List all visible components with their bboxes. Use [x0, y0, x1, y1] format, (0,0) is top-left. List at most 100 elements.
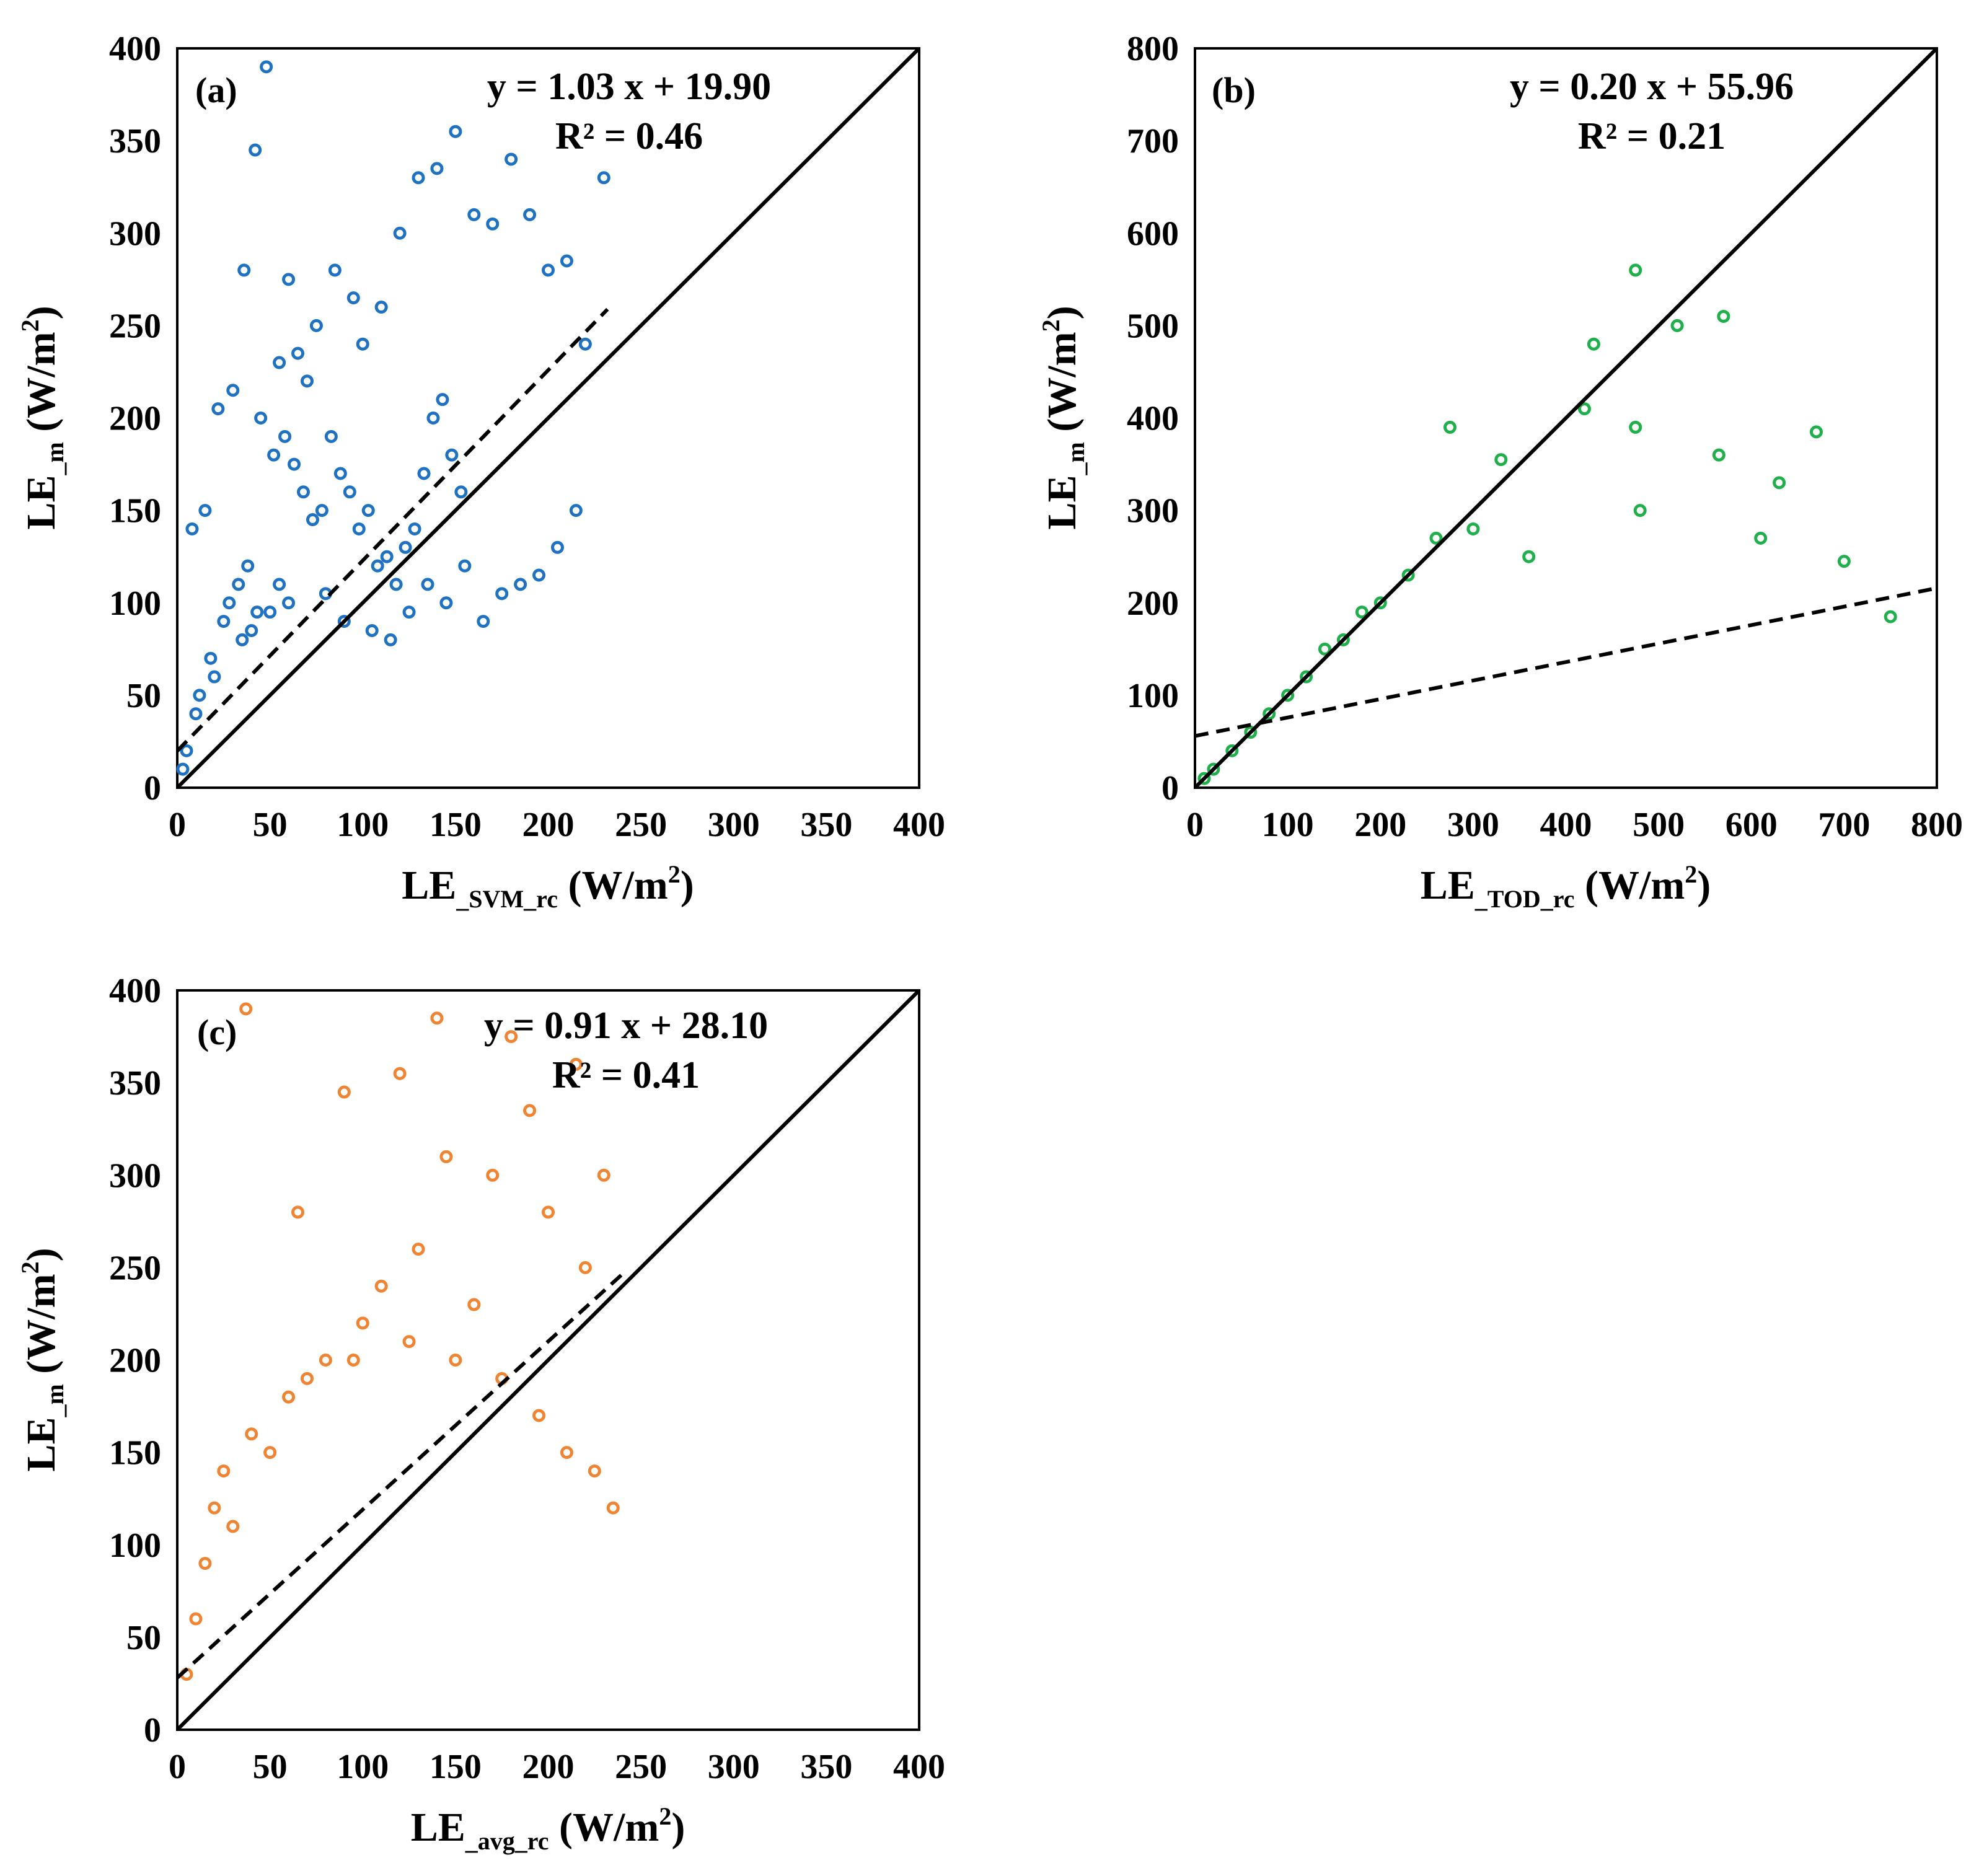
x-tick-label: 500 [1633, 806, 1685, 844]
data-point [393, 1067, 407, 1080]
data-point [180, 744, 193, 757]
plot-area-frame [176, 989, 920, 1731]
data-point [198, 504, 212, 517]
scatter-points [180, 1002, 620, 1681]
data-point [430, 1011, 444, 1025]
data-point [550, 540, 564, 554]
regression-equation: y = 1.03 x + 19.90 [487, 66, 771, 108]
data-point [241, 559, 255, 573]
y-tick-label: 400 [109, 972, 161, 1010]
data-point [249, 143, 262, 157]
regression-line [175, 1272, 624, 1680]
data-point [356, 337, 369, 351]
data-point [374, 1279, 388, 1293]
data-point [532, 1409, 546, 1422]
data-point [1670, 319, 1684, 332]
data-point [523, 208, 537, 221]
x-tick-label: 700 [1818, 806, 1870, 844]
y-tick-label: 800 [1127, 30, 1179, 68]
data-point [217, 615, 231, 628]
data-point [189, 1612, 203, 1626]
x-tick-label: 200 [1354, 806, 1406, 844]
data-point [309, 319, 323, 332]
data-point [393, 226, 407, 240]
data-point [333, 467, 347, 480]
data-point [352, 522, 366, 535]
data-point [245, 1427, 258, 1441]
y-tick-label: 150 [109, 1434, 161, 1473]
y-axis-title: LE_m (W/m2) [16, 1248, 69, 1471]
data-point [523, 1104, 537, 1117]
data-point [467, 1298, 481, 1311]
panel-label: (b) [1212, 70, 1256, 110]
data-point [384, 633, 397, 646]
data-point [263, 606, 277, 619]
scatter-points [1197, 263, 1897, 785]
data-point [282, 273, 296, 286]
y-tick-label: 350 [109, 1064, 161, 1103]
y-tick-label: 500 [1127, 307, 1179, 345]
x-tick-label: 50 [253, 806, 288, 844]
data-point [319, 1354, 332, 1367]
data-point [198, 1557, 212, 1570]
data-point [402, 1335, 416, 1349]
data-point [1629, 420, 1642, 434]
data-point [273, 578, 286, 591]
data-point [417, 467, 431, 480]
data-point [399, 540, 412, 554]
data-point [1281, 689, 1295, 702]
data-point [291, 346, 305, 360]
x-tick-label: 600 [1726, 806, 1778, 844]
data-point [337, 615, 351, 628]
data-point [588, 1464, 601, 1477]
data-point [412, 1243, 425, 1256]
data-point [361, 504, 375, 517]
data-point [412, 171, 425, 185]
data-point [226, 1520, 240, 1533]
data-point [273, 356, 286, 369]
y-tick-label: 400 [1127, 400, 1179, 438]
plot-area-frame [176, 47, 920, 789]
y-tick-label: 200 [109, 1342, 161, 1380]
data-point [208, 1501, 221, 1515]
x-tick-labels: 0 100 200 300 400 500 600 700 800 [1186, 806, 1963, 844]
data-point [356, 1316, 369, 1330]
data-point [282, 596, 296, 610]
y-tick-label: 50 [126, 1619, 161, 1657]
data-point [1263, 707, 1276, 721]
data-point [505, 152, 518, 166]
y-tick-label: 0 [144, 769, 161, 808]
data-point [371, 559, 384, 573]
data-point [1884, 610, 1897, 623]
data-point [542, 263, 555, 277]
data-point [1207, 762, 1220, 776]
y-tick-label: 0 [144, 1711, 161, 1750]
x-tick-label: 300 [708, 1748, 760, 1786]
data-point [1318, 642, 1331, 656]
x-tick-label: 350 [800, 1748, 852, 1786]
reference-lines [1193, 46, 1939, 790]
data-point [1225, 744, 1239, 757]
y-tick-label: 700 [1127, 122, 1179, 161]
data-point [211, 402, 225, 416]
reference-lines [175, 46, 921, 790]
x-tick-label: 350 [800, 806, 852, 844]
data-point [1629, 263, 1642, 277]
x-tick-label: 0 [169, 806, 186, 844]
data-point [1717, 309, 1730, 323]
data-point [467, 208, 481, 221]
data-point [189, 707, 203, 721]
data-point [606, 1501, 620, 1515]
data-point [343, 485, 356, 499]
data-point [346, 291, 360, 305]
data-point [236, 633, 249, 646]
data-point [374, 301, 388, 314]
data-point [288, 457, 301, 471]
x-tick-label: 400 [1540, 806, 1592, 844]
y-tick-label: 200 [109, 400, 161, 438]
plot-area-frame [1194, 47, 1938, 789]
data-point [380, 550, 394, 563]
data-point [1355, 606, 1369, 619]
data-point [337, 1085, 351, 1099]
data-point [1466, 522, 1480, 535]
